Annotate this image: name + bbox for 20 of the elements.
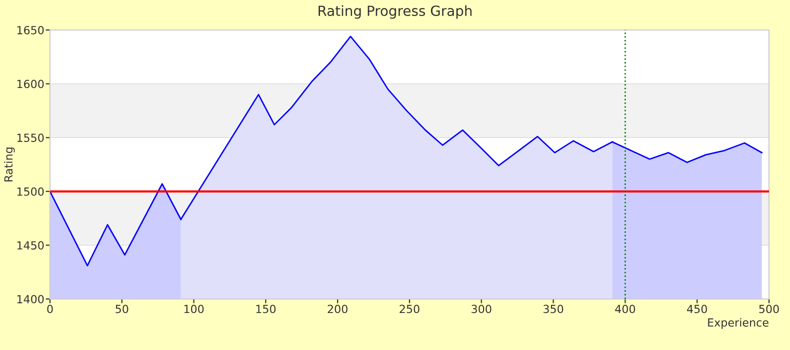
x-tick-label: 50 (116, 304, 128, 314)
y-tick-label: 1550 (17, 134, 44, 142)
x-axis-title: Experience (708, 318, 768, 329)
y-tick-label: 1450 (17, 241, 44, 250)
x-tick-label: 100 (184, 304, 204, 314)
chart-title: Rating Progress Graph (318, 5, 472, 19)
x-tick-label: 350 (544, 304, 564, 314)
y-tick-label: 1600 (17, 80, 44, 88)
x-tick-label: 0 (47, 304, 53, 314)
x-tick-label: 300 (472, 304, 492, 314)
y-tick-label: 1400 (17, 294, 44, 304)
x-tick-label: 250 (400, 304, 420, 314)
x-tick-label: 400 (615, 304, 636, 314)
y-tick-label: 1650 (17, 26, 44, 34)
x-tick-label: 450 (687, 304, 707, 314)
x-tick-label: 500 (759, 304, 779, 314)
x-tick-label: 200 (328, 304, 348, 314)
x-tick-label: 150 (256, 304, 276, 314)
y-axis-title: Rating (4, 148, 15, 182)
y-tick-label: 1500 (17, 187, 44, 196)
